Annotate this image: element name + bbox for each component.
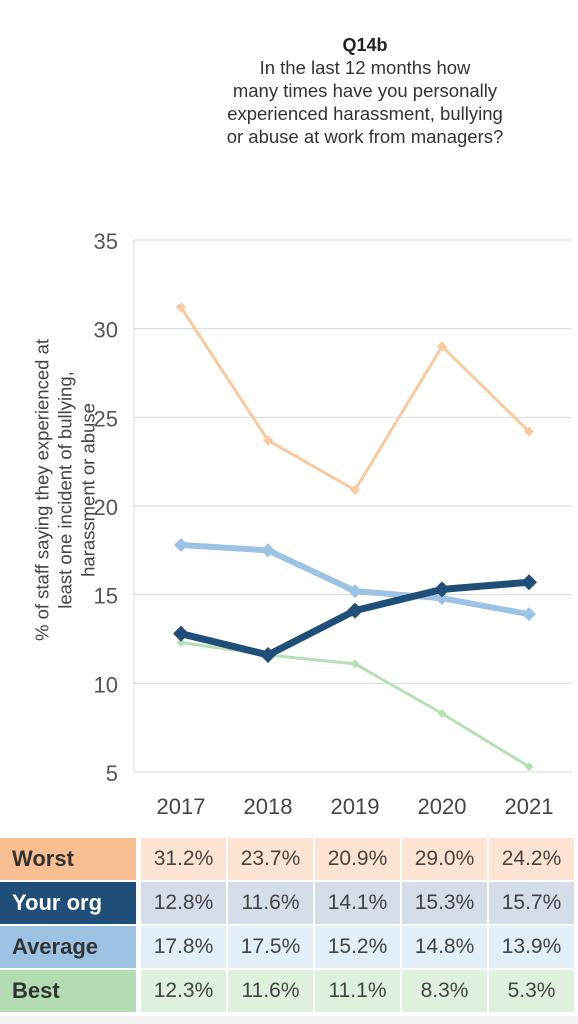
table-cell: 12.3% [141, 970, 226, 1012]
table-cell: 8.3% [402, 970, 487, 1012]
question-line-3: experienced harassment, bullying [227, 103, 503, 124]
table-cell: 11.1% [315, 970, 400, 1012]
data-point-worst [263, 435, 273, 446]
question-code: Q14b [342, 35, 388, 55]
table-row: Worst 31.2% 23.7% 20.9% 29.0% 24.2% [0, 838, 578, 880]
table-cell: 15.3% [402, 882, 487, 924]
y-tick-label: 15 [94, 584, 118, 609]
x-tick-label: 2019 [331, 794, 380, 819]
data-point-your-org [173, 625, 189, 642]
series-line-worst [179, 306, 531, 492]
data-point-average [522, 607, 536, 622]
data-point-worst [437, 341, 447, 352]
question-line-1: In the last 12 months how [259, 57, 471, 78]
table-cell: 20.9% [315, 838, 400, 880]
y-tick-label: 25 [94, 406, 118, 431]
data-point-worst [176, 302, 186, 313]
table-cell: 17.8% [141, 926, 226, 968]
table-cell: 11.6% [228, 970, 313, 1012]
row-label: Average [0, 926, 136, 968]
table-row: Best 12.3% 11.6% 11.1% 8.3% 5.3% [0, 970, 578, 1012]
table-cell: 15.2% [315, 926, 400, 968]
table-cell: 13.9% [489, 926, 574, 968]
table-cell: 14.8% [402, 926, 487, 968]
table-row: Average 17.8% 17.5% 15.2% 14.8% 13.9% [0, 926, 578, 968]
y-tick-label: 20 [94, 495, 118, 520]
table-cell: 11.6% [228, 882, 313, 924]
data-point-your-org [434, 581, 450, 598]
data-point-best [350, 659, 360, 669]
table-cell: 14.1% [315, 882, 400, 924]
chart-title-block: Q14b In the last 12 months how many time… [160, 34, 570, 148]
question-line-4: or abuse at work from managers? [226, 126, 504, 147]
table-cell: 23.7% [228, 838, 313, 880]
data-point-worst [524, 426, 534, 437]
question-line-2: many times have you personally [232, 80, 498, 101]
x-tick-label: 2017 [157, 794, 206, 819]
row-label: Best [0, 970, 136, 1012]
table-cell: 12.8% [141, 882, 226, 924]
table-cell: 15.7% [489, 882, 574, 924]
table-cell: 29.0% [402, 838, 487, 880]
x-tick-label: 2021 [505, 794, 554, 819]
y-tick-label: 35 [94, 229, 118, 254]
data-point-average [261, 543, 275, 558]
page-bottom-bar [0, 1016, 578, 1024]
y-tick-label: 5 [106, 761, 118, 786]
data-point-your-org [347, 602, 363, 619]
data-point-average [348, 584, 362, 599]
row-label: Your org [0, 882, 136, 924]
table-cell: 17.5% [228, 926, 313, 968]
data-point-worst [350, 485, 360, 496]
y-tick-label: 30 [94, 318, 118, 343]
data-point-best [176, 638, 186, 648]
row-label: Worst [0, 838, 136, 880]
data-point-best [524, 762, 534, 772]
data-point-average [435, 591, 449, 606]
data-point-your-org [260, 646, 276, 663]
table-cell: 24.2% [489, 838, 574, 880]
x-tick-label: 2018 [244, 794, 293, 819]
table-cell: 31.2% [141, 838, 226, 880]
data-point-best [437, 708, 447, 718]
data-point-average [174, 538, 188, 553]
y-tick-label: 10 [94, 672, 118, 697]
data-point-your-org [521, 574, 537, 591]
x-tick-label: 2020 [418, 794, 467, 819]
line-chart: 35 30 25 20 15 10 5 2017 2018 2019 2020 2021 [94, 229, 572, 819]
table-cell: 5.3% [489, 970, 574, 1012]
table-row: Your org 12.8% 11.6% 14.1% 15.3% 15.7% [0, 882, 578, 924]
